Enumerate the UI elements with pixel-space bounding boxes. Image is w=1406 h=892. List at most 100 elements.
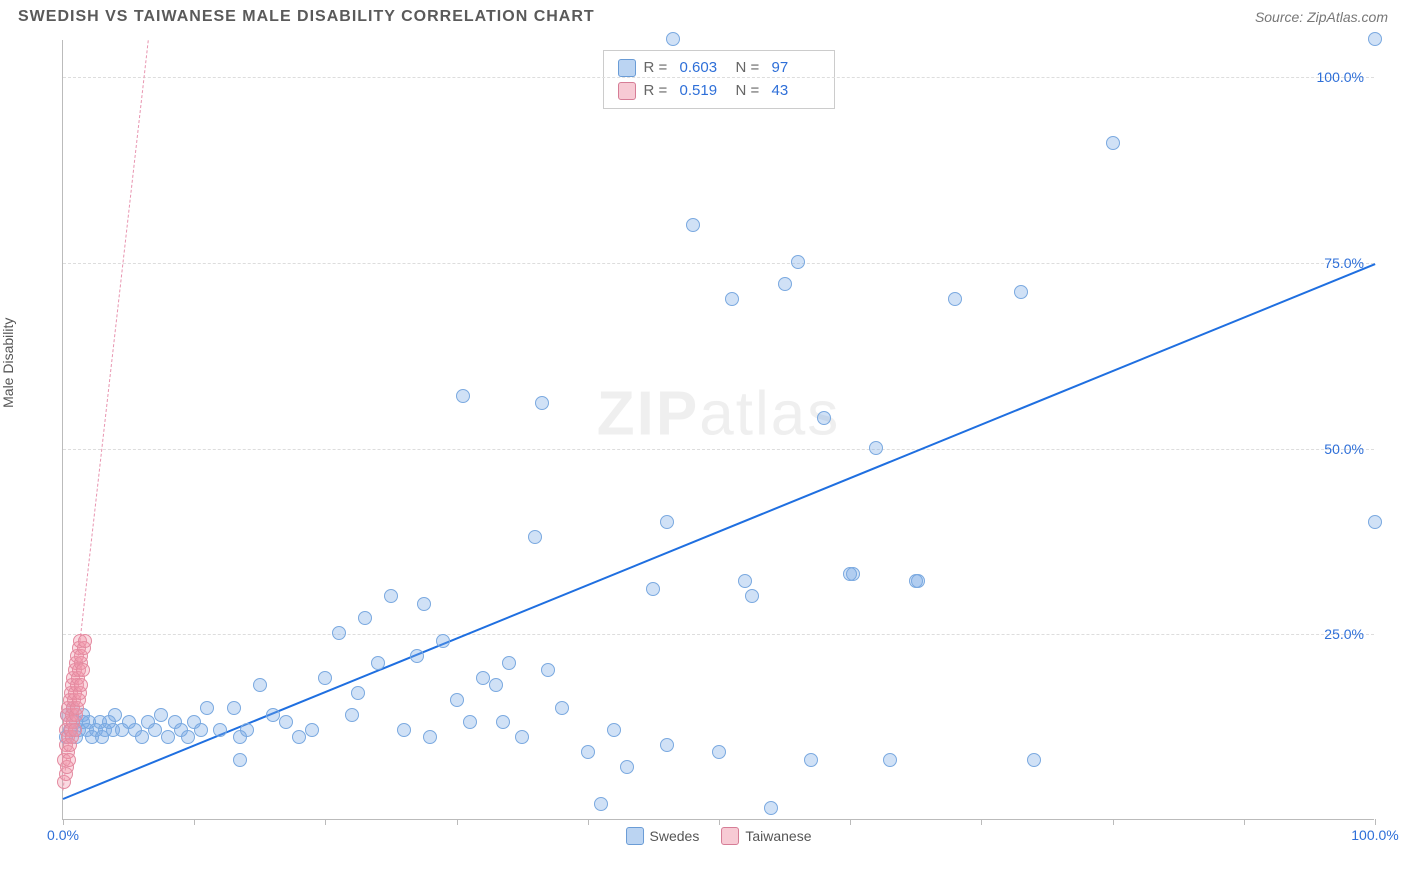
data-point [181, 730, 195, 744]
stats-row: R =0.519N =43 [618, 80, 820, 103]
data-point [318, 671, 332, 685]
data-point [817, 411, 831, 425]
watermark: ZIPatlas [597, 378, 840, 449]
x-tick [1113, 819, 1114, 825]
data-point [292, 730, 306, 744]
data-point [745, 589, 759, 603]
x-tick [1375, 819, 1376, 825]
data-point [148, 723, 162, 737]
source-label: Source: ZipAtlas.com [1255, 9, 1388, 25]
data-point [1368, 32, 1382, 46]
x-tick [457, 819, 458, 825]
legend-item: Swedes [626, 827, 700, 845]
legend-item: Taiwanese [721, 827, 811, 845]
data-point [948, 292, 962, 306]
data-point [1368, 515, 1382, 529]
data-point [135, 730, 149, 744]
gridline [63, 634, 1374, 635]
legend-label: Taiwanese [745, 828, 811, 844]
data-point [450, 693, 464, 707]
bottom-legend: Swedes Taiwanese [626, 827, 812, 845]
data-point [279, 715, 293, 729]
data-point [233, 753, 247, 767]
x-tick-label: 100.0% [1351, 827, 1398, 843]
legend-label: Swedes [650, 828, 700, 844]
data-point [660, 515, 674, 529]
gridline [63, 263, 1374, 264]
x-tick [325, 819, 326, 825]
y-tick-label: 25.0% [1324, 626, 1364, 642]
data-point [764, 801, 778, 815]
data-point [496, 715, 510, 729]
data-point [646, 582, 660, 596]
x-tick [194, 819, 195, 825]
data-point [869, 441, 883, 455]
data-point [581, 745, 595, 759]
x-tick [1244, 819, 1245, 825]
data-point [154, 708, 168, 722]
data-point [351, 686, 365, 700]
chart-title: SWEDISH VS TAIWANESE MALE DISABILITY COR… [18, 8, 595, 26]
data-point [78, 634, 92, 648]
data-point [371, 656, 385, 670]
data-point [74, 678, 88, 692]
stats-row: R =0.603N =97 [618, 57, 820, 80]
data-point [240, 723, 254, 737]
gridline [63, 77, 1374, 78]
stat-n-label: N = [736, 57, 764, 80]
stat-r-value: 0.519 [680, 80, 728, 103]
data-point [161, 730, 175, 744]
data-point [397, 723, 411, 737]
x-tick-label: 0.0% [47, 827, 79, 843]
data-point [62, 753, 76, 767]
data-point [541, 663, 555, 677]
data-point [660, 738, 674, 752]
data-point [528, 530, 542, 544]
x-tick [850, 819, 851, 825]
data-point [883, 753, 897, 767]
data-point [712, 745, 726, 759]
data-point [108, 708, 122, 722]
x-tick [719, 819, 720, 825]
data-point [686, 218, 700, 232]
data-point [384, 589, 398, 603]
y-tick-label: 75.0% [1324, 255, 1364, 271]
data-point [305, 723, 319, 737]
stat-r-label: R = [644, 57, 672, 80]
data-point [1014, 285, 1028, 299]
data-point [515, 730, 529, 744]
stat-n-label: N = [736, 80, 764, 103]
data-point [436, 634, 450, 648]
data-point [213, 723, 227, 737]
data-point [555, 701, 569, 715]
legend-swatch [626, 827, 644, 845]
stat-n-value: 43 [772, 80, 820, 103]
data-point [725, 292, 739, 306]
y-tick-label: 50.0% [1324, 441, 1364, 457]
data-point [666, 32, 680, 46]
x-tick [63, 819, 64, 825]
data-point [846, 567, 860, 581]
data-point [607, 723, 621, 737]
gridline [63, 449, 1374, 450]
data-point [463, 715, 477, 729]
data-point [489, 678, 503, 692]
scatter-plot: ZIPatlas R =0.603N =97R =0.519N =43 Swed… [62, 40, 1374, 820]
data-point [778, 277, 792, 291]
data-point [345, 708, 359, 722]
data-point [417, 597, 431, 611]
stat-n-value: 97 [772, 57, 820, 80]
data-point [358, 611, 372, 625]
data-point [1106, 136, 1120, 150]
data-point [332, 626, 346, 640]
data-point [68, 723, 82, 737]
data-point [76, 663, 90, 677]
data-point [423, 730, 437, 744]
data-point [200, 701, 214, 715]
data-point [456, 389, 470, 403]
y-tick-label: 100.0% [1317, 69, 1364, 85]
data-point [227, 701, 241, 715]
legend-swatch [618, 82, 636, 100]
data-point [738, 574, 752, 588]
data-point [502, 656, 516, 670]
